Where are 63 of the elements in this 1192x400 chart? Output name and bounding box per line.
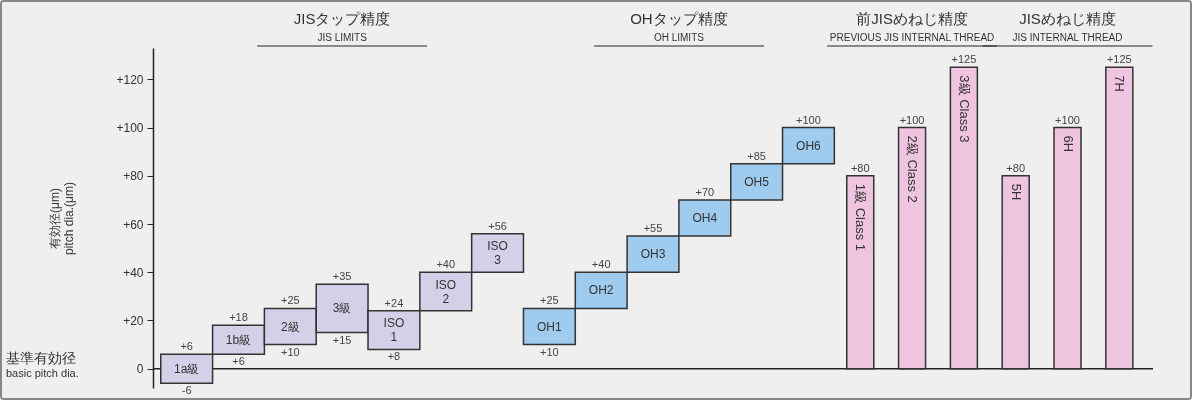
annotation: -6 <box>181 384 192 397</box>
x-tick-label: ISO 3 <box>487 238 508 267</box>
bar <box>846 175 875 370</box>
x-tick-label: OH3 <box>640 247 666 262</box>
annotation: +18 <box>229 311 248 324</box>
annotation: +25 <box>280 294 300 307</box>
y-axis-title: 有効径(μm) pitch dia.(μm) <box>48 182 77 255</box>
x-tick-label: 3級 Class 3 <box>956 75 972 143</box>
annotation: +125 <box>951 53 977 66</box>
y-tick-label: +20 <box>123 313 144 328</box>
annotation: +8 <box>387 350 401 363</box>
y-tick-label: +60 <box>123 217 144 232</box>
annotation: +80 <box>850 161 870 174</box>
y-tick-label: +100 <box>116 121 144 136</box>
y-tick-label: 0 <box>136 362 144 377</box>
x-tick-label: 6H <box>1060 135 1076 153</box>
annotation: +100 <box>1055 113 1080 126</box>
annotation: +10 <box>540 345 559 358</box>
x-tick-label: 1級 Class 1 <box>853 183 869 251</box>
annotation: +15 <box>332 333 352 346</box>
annotation: +40 <box>436 258 456 271</box>
annotation: +125 <box>1106 53 1132 66</box>
annotation: +55 <box>643 222 663 235</box>
annotation: +6 <box>232 355 245 368</box>
x-tick-label: OH2 <box>588 283 614 298</box>
text: OHタップ精度 OH LIMITS <box>630 10 728 43</box>
annotation: +100 <box>899 113 925 126</box>
x-tick-label: ISO 2 <box>435 277 457 306</box>
x-tick-label: OH1 <box>537 319 563 334</box>
text: JISタップ精度 JIS LIMITS <box>293 10 391 43</box>
x-tick-label: 2級 Class 2 <box>905 135 921 203</box>
x-tick-label: 3級 <box>332 301 352 316</box>
bar <box>949 66 979 370</box>
bar <box>897 126 927 370</box>
x-tick-label: OH4 <box>692 211 718 225</box>
y-tick-label: +40 <box>123 265 144 280</box>
annotation: +10 <box>280 345 300 358</box>
annotation: +35 <box>332 270 352 283</box>
annotation: +40 <box>591 258 611 271</box>
x-tick-label: OH6 <box>796 138 822 153</box>
x-tick-label: 1a級 <box>174 361 200 376</box>
annotation: +24 <box>384 296 404 309</box>
annotation: +100 <box>796 113 821 126</box>
text: JISめねじ精度 JIS INTERNAL THREAD <box>1012 10 1123 43</box>
bar <box>1001 175 1030 370</box>
x-tick-label: 1b級 <box>225 332 252 347</box>
annotation: +6 <box>180 340 193 353</box>
ref-line-label: 基準有効径 basic pitch dia. <box>6 349 79 379</box>
annotation: +25 <box>540 294 559 307</box>
annotation: +80 <box>1006 161 1026 174</box>
y-tick-label: +80 <box>123 169 144 184</box>
x-tick-label: 5H <box>1008 183 1024 201</box>
x-tick-label: 2級 <box>280 319 300 334</box>
x-tick-label: 7H <box>1112 75 1128 92</box>
x-tick-label: OH5 <box>744 174 770 189</box>
annotation: +56 <box>488 219 507 232</box>
annotation: +85 <box>747 149 766 162</box>
bar <box>1105 66 1134 370</box>
bar <box>1053 126 1082 370</box>
annotation: +70 <box>695 185 715 198</box>
text: 前JISめねじ精度 PREVIOUS JIS INTERNAL THREAD <box>829 10 995 43</box>
x-tick-label: ISO 1 <box>383 316 405 345</box>
y-tick-label: +120 <box>116 72 144 87</box>
